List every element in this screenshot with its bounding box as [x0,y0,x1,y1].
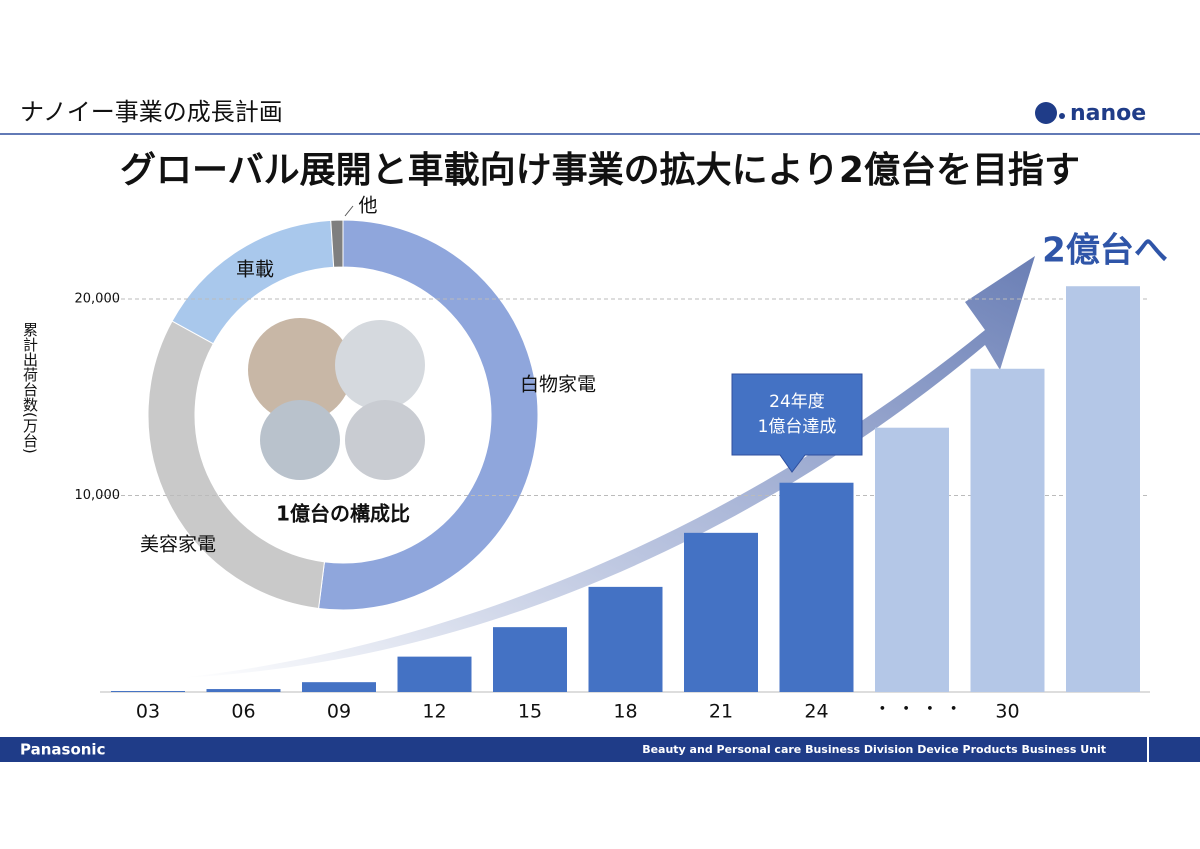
logo: nanoe [1070,101,1146,126]
x-tick-label: 06 [231,701,255,723]
target-label: 2億台へ [1042,231,1168,271]
footer-unit: Beauty and Personal care Business Divisi… [642,743,1106,756]
logo-dot [1059,113,1065,119]
donut-segment [330,219,344,268]
headline: グローバル展開と車載向け事業の拡大により2億台を目指す [120,150,1080,191]
bar-chart: 10,000 20,000 累計出荷台数(万台) 03 06 09 12 15 18 21 24 30… [21,231,1168,723]
bar [588,586,663,692]
leader-line [344,205,354,217]
bar [493,627,567,692]
bar [111,691,185,692]
y-axis-label: 累計出荷台数(万台) [21,322,39,454]
x-tick-label: 24 [804,701,828,723]
section-title: ナノイー事業の成長計画 [20,98,283,126]
callout-box [731,373,863,473]
donut-segment [318,219,539,611]
x-tick-label: 03 [136,701,160,723]
ellipsis: ・ ・ ・ ・ [873,699,962,720]
photo-collage [248,318,425,480]
logo-mark [1035,102,1057,124]
x-tick-label: 21 [709,701,733,723]
y-tick-label: 20,000 [75,292,121,307]
center-label: 1億台の構成比 [276,502,410,526]
x-tick-label: 30 [995,701,1019,723]
bar [302,682,376,692]
bar [397,656,472,692]
footer-band [0,737,1200,762]
callout-text: 1億台達成 [758,417,837,437]
segment-label: 車載 [236,259,274,281]
bar [206,689,281,692]
x-tick-label: 15 [518,701,542,723]
x-tick-label: 18 [613,701,637,723]
bar [875,427,949,692]
x-tick-label: 12 [422,701,446,723]
bar [970,368,1045,692]
segment-label: 美容家電 [140,534,216,556]
x-tick-label: 09 [327,701,351,723]
bar [1066,286,1140,692]
segment-label: 他 [358,195,377,217]
bar [779,482,854,692]
segment-label: 白物家電 [520,374,596,396]
footer-brand: Panasonic [20,741,105,759]
bar [684,532,758,692]
callout-text: 24年度 [769,392,825,412]
y-tick-label: 10,000 [75,488,121,503]
